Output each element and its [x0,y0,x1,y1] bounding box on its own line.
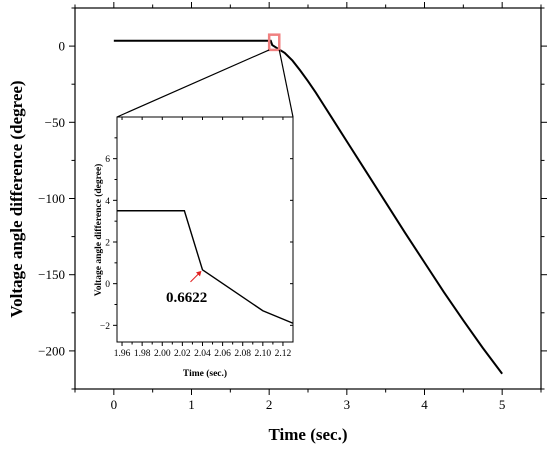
annotation-arrowhead [195,270,202,277]
inset-series-line [117,210,294,324]
inset-y-tick-label: 4 [105,197,110,207]
annotation-label: 0.6622 [166,290,207,306]
x-axis-title: Time (sec.) [269,425,348,444]
main-tick-labels: 0 1 2 3 4 5 0 −50 −100 −150 −200 [38,39,505,412]
inset-x-axis-title: Time (sec.) [183,368,227,379]
zoom-connector-right [278,49,294,118]
inset-x-tick-label: 2.10 [255,349,272,359]
inset-x-tick-label: 2.02 [174,349,191,359]
x-tick-label: 3 [344,397,351,412]
y-axis-title: Voltage angle difference (degree) [7,80,26,317]
inset-axis-ticks [113,117,293,346]
main-axis-ticks [69,2,547,395]
zoom-connector-lines [116,49,294,118]
zoom-highlight-box [267,33,281,52]
zoom-connector-left [116,49,270,118]
inset-y-tick-label: 0 [105,280,110,290]
inset-y-tick-label: 6 [105,155,110,165]
inset-x-tick-label: 2.08 [234,349,251,359]
inset-x-tick-label: 1.96 [114,349,131,359]
inset-x-tick-label: 2.04 [194,349,211,359]
inset-x-tick-label: 1.98 [134,349,151,359]
inset-tick-labels: 1.96 1.98 2.00 2.02 2.04 2.06 2.08 2.10 2.12 6 4 2 0… [100,155,292,359]
x-tick-label: 1 [188,397,195,412]
x-tick-label: 0 [111,397,118,412]
inset-y-axis-title: Voltage angle difference (degree) [93,164,104,297]
y-tick-label: −50 [45,115,65,130]
inset-background [117,117,293,342]
x-tick-label: 2 [266,397,273,412]
y-tick-label: 0 [59,39,66,54]
y-tick-label: −150 [38,267,65,282]
inset-x-tick-label: 2.00 [154,349,171,359]
x-tick-label: 5 [499,397,506,412]
inset-x-tick-label: 2.06 [214,349,231,359]
inset-y-tick-label: 2 [105,239,110,249]
inset-x-tick-label: 2.12 [275,349,292,359]
inset-y-tick-label: −2 [100,322,110,332]
inset-plot-frame [116,116,294,343]
x-tick-label: 4 [421,397,428,412]
y-tick-label: −100 [38,191,65,206]
y-tick-label: −200 [38,343,65,358]
